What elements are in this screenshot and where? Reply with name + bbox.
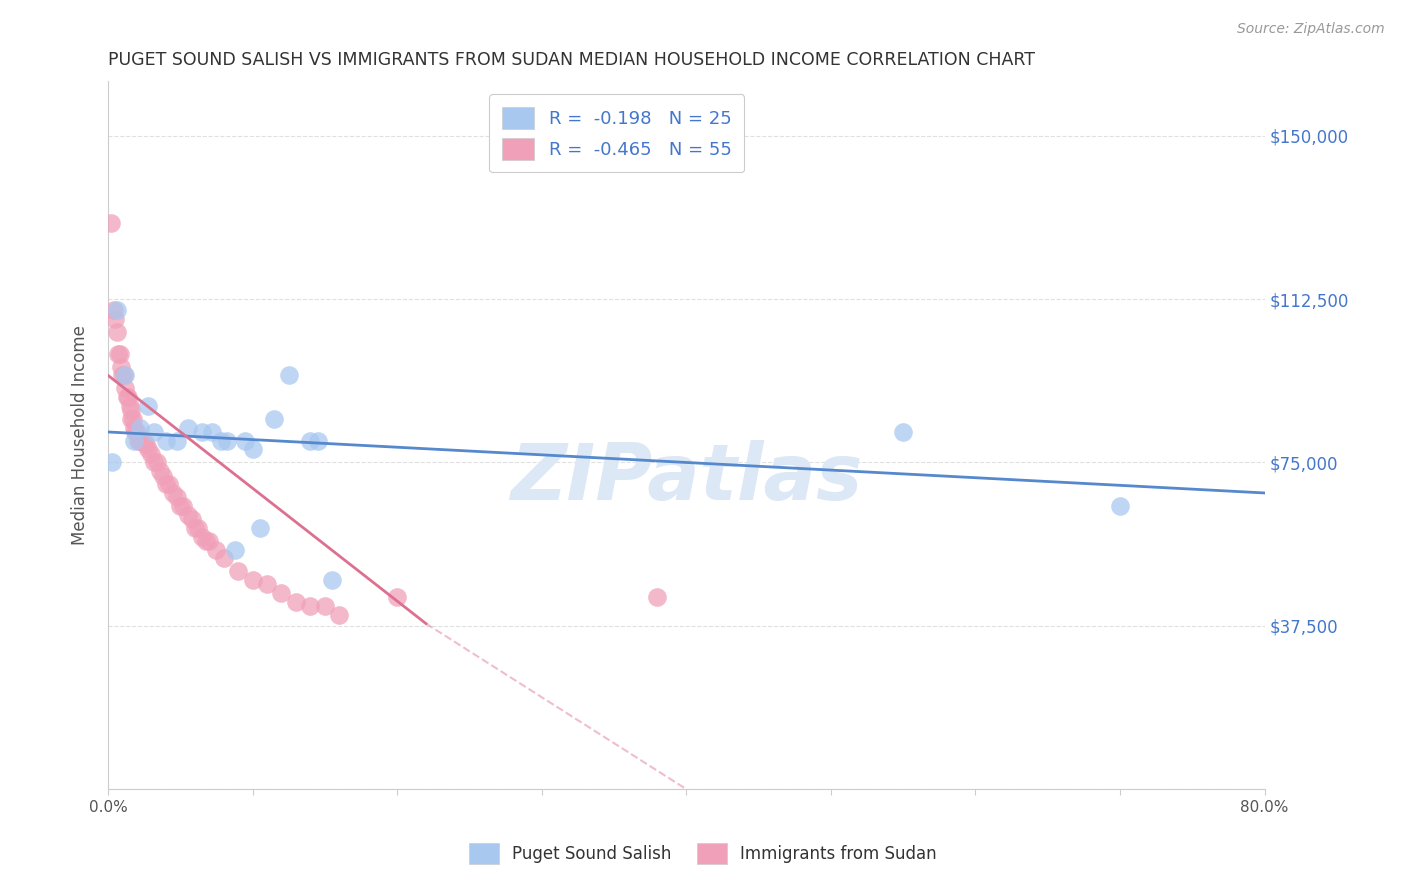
Text: ZIPatlas: ZIPatlas [510, 440, 862, 516]
Point [129, 434, 152, 448]
Point [307, 434, 329, 448]
Point [114, 368, 136, 383]
Point [128, 420, 150, 434]
Point [299, 434, 322, 448]
Point [321, 573, 343, 587]
Point [201, 425, 224, 439]
Point [138, 442, 160, 457]
Point [134, 434, 156, 448]
Point [191, 425, 214, 439]
Point [647, 591, 669, 605]
Point [284, 595, 307, 609]
Legend: R =  -0.198   N = 25, R =  -0.465   N = 55: R = -0.198 N = 25, R = -0.465 N = 55 [489, 94, 744, 172]
Point [169, 499, 191, 513]
Point [124, 425, 146, 439]
Point [107, 346, 129, 360]
Point [180, 512, 202, 526]
Point [277, 368, 299, 383]
Point [172, 499, 194, 513]
Point [176, 508, 198, 522]
Point [141, 447, 163, 461]
Point [103, 303, 125, 318]
Point [111, 368, 134, 383]
Point [209, 434, 232, 448]
Point [195, 533, 218, 548]
Point [224, 542, 246, 557]
Point [299, 599, 322, 614]
Point [127, 434, 149, 448]
Point [385, 591, 408, 605]
Point [135, 438, 157, 452]
Point [143, 425, 166, 439]
Point [191, 529, 214, 543]
Point [146, 455, 169, 469]
Point [176, 420, 198, 434]
Point [120, 403, 142, 417]
Point [256, 577, 278, 591]
Point [226, 565, 249, 579]
Point [117, 390, 139, 404]
Point [120, 412, 142, 426]
Point [138, 399, 160, 413]
Point [328, 607, 350, 622]
Point [104, 311, 127, 326]
Legend: Puget Sound Salish, Immigrants from Sudan: Puget Sound Salish, Immigrants from Suda… [463, 837, 943, 871]
Point [263, 412, 285, 426]
Point [143, 455, 166, 469]
Point [314, 599, 336, 614]
Point [105, 303, 128, 318]
Point [198, 533, 221, 548]
Point [101, 455, 124, 469]
Point [166, 491, 188, 505]
Point [1109, 499, 1132, 513]
Point [115, 390, 138, 404]
Point [205, 542, 228, 557]
Point [100, 216, 122, 230]
Point [152, 468, 174, 483]
Point [166, 434, 188, 448]
Point [149, 464, 172, 478]
Point [233, 434, 256, 448]
Point [242, 442, 264, 457]
Point [122, 420, 145, 434]
Point [242, 573, 264, 587]
Point [162, 486, 184, 500]
Point [125, 425, 148, 439]
Point [121, 412, 143, 426]
Point [187, 521, 209, 535]
Point [155, 434, 177, 448]
Point [110, 359, 132, 374]
Point [122, 434, 145, 448]
Point [105, 325, 128, 339]
Point [157, 477, 180, 491]
Point [118, 399, 141, 413]
Point [891, 425, 914, 439]
Point [184, 521, 207, 535]
Point [112, 368, 135, 383]
Text: PUGET SOUND SALISH VS IMMIGRANTS FROM SUDAN MEDIAN HOUSEHOLD INCOME CORRELATION : PUGET SOUND SALISH VS IMMIGRANTS FROM SU… [108, 51, 1035, 69]
Y-axis label: Median Household Income: Median Household Income [72, 326, 89, 545]
Point [270, 586, 292, 600]
Point [128, 434, 150, 448]
Text: Source: ZipAtlas.com: Source: ZipAtlas.com [1237, 22, 1385, 37]
Point [108, 346, 131, 360]
Point [249, 521, 271, 535]
Point [212, 551, 235, 566]
Point [215, 434, 238, 448]
Point [155, 477, 177, 491]
Point [114, 381, 136, 395]
